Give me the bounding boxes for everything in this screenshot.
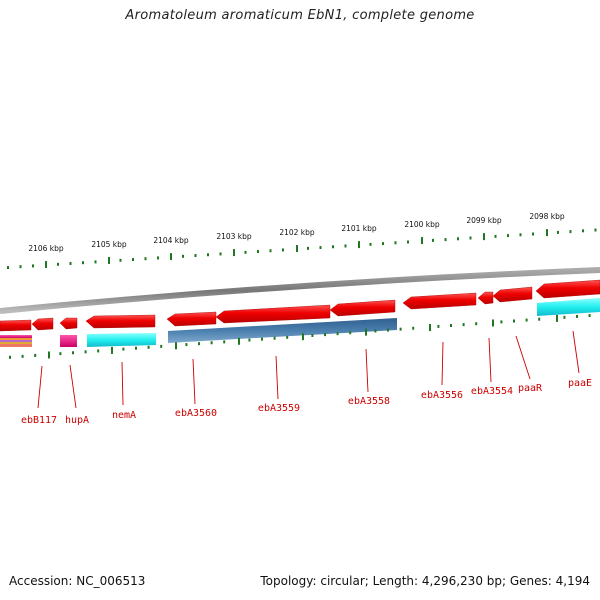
genome-backbone xyxy=(0,267,600,314)
gene-block xyxy=(0,340,32,342)
gene-label: paaR xyxy=(518,383,543,394)
gene-arrow xyxy=(31,317,54,331)
accession-label: Accession: NC_006513 xyxy=(9,574,146,588)
inner-ruler xyxy=(9,314,591,359)
gene-block xyxy=(0,338,32,340)
tick-label: 2098 kbp xyxy=(529,212,565,221)
gene-label: ebA3558 xyxy=(348,396,390,407)
outer-ruler xyxy=(7,228,597,269)
gene-block xyxy=(87,333,156,347)
gene-label: ebA3554 xyxy=(471,386,513,397)
gene-arrow xyxy=(215,304,331,324)
genome-summary: Topology: circular; Length: 4,296,230 bp… xyxy=(260,574,590,588)
gene-block xyxy=(60,335,77,347)
gene-label: hupA xyxy=(65,415,89,426)
gene-arrow xyxy=(477,291,494,305)
gene-arrow xyxy=(492,286,533,303)
gene-arrow xyxy=(85,314,156,329)
gene-block xyxy=(0,344,32,347)
gene-arrow xyxy=(329,299,396,317)
tick-label: 2100 kbp xyxy=(404,220,440,229)
gene-arrow xyxy=(59,317,78,330)
tick-label: 2102 kbp xyxy=(279,228,315,237)
gene-block xyxy=(0,335,32,338)
map-title: Aromatoleum aromaticum EbN1, complete ge… xyxy=(125,8,475,23)
gene-arrow xyxy=(535,279,600,299)
gene-labels: ebB117 hupA nemA ebA3560 ebA3559 ebA3558… xyxy=(21,378,592,426)
gene-arrow xyxy=(402,292,477,310)
tick-label: 2103 kbp xyxy=(216,232,252,241)
gene-label: ebA3556 xyxy=(421,390,463,401)
gene-label: ebA3560 xyxy=(175,408,217,419)
tick-label: 2099 kbp xyxy=(466,216,502,225)
gene-label: ebB117 xyxy=(21,415,57,426)
ruler-tick-labels: 2106 kbp 2105 kbp 2104 kbp 2103 kbp 2102 kbp… xyxy=(28,212,565,253)
gene-label: nemA xyxy=(112,410,136,421)
gene-arrow xyxy=(166,311,217,327)
gene-block xyxy=(537,298,600,316)
gene-label: ebA3559 xyxy=(258,403,300,414)
tick-label: 2105 kbp xyxy=(91,240,127,249)
gene-leader-lines xyxy=(37,330,580,409)
gene-block xyxy=(168,318,397,343)
gene-block xyxy=(0,342,32,344)
gene-arrow xyxy=(0,319,32,332)
reverse-strand-genes xyxy=(0,298,600,347)
tick-label: 2104 kbp xyxy=(153,236,189,245)
forward-strand-genes xyxy=(0,279,600,332)
tick-label: 2106 kbp xyxy=(28,244,64,253)
tick-label: 2101 kbp xyxy=(341,224,377,233)
gene-label: paaE xyxy=(568,378,592,389)
